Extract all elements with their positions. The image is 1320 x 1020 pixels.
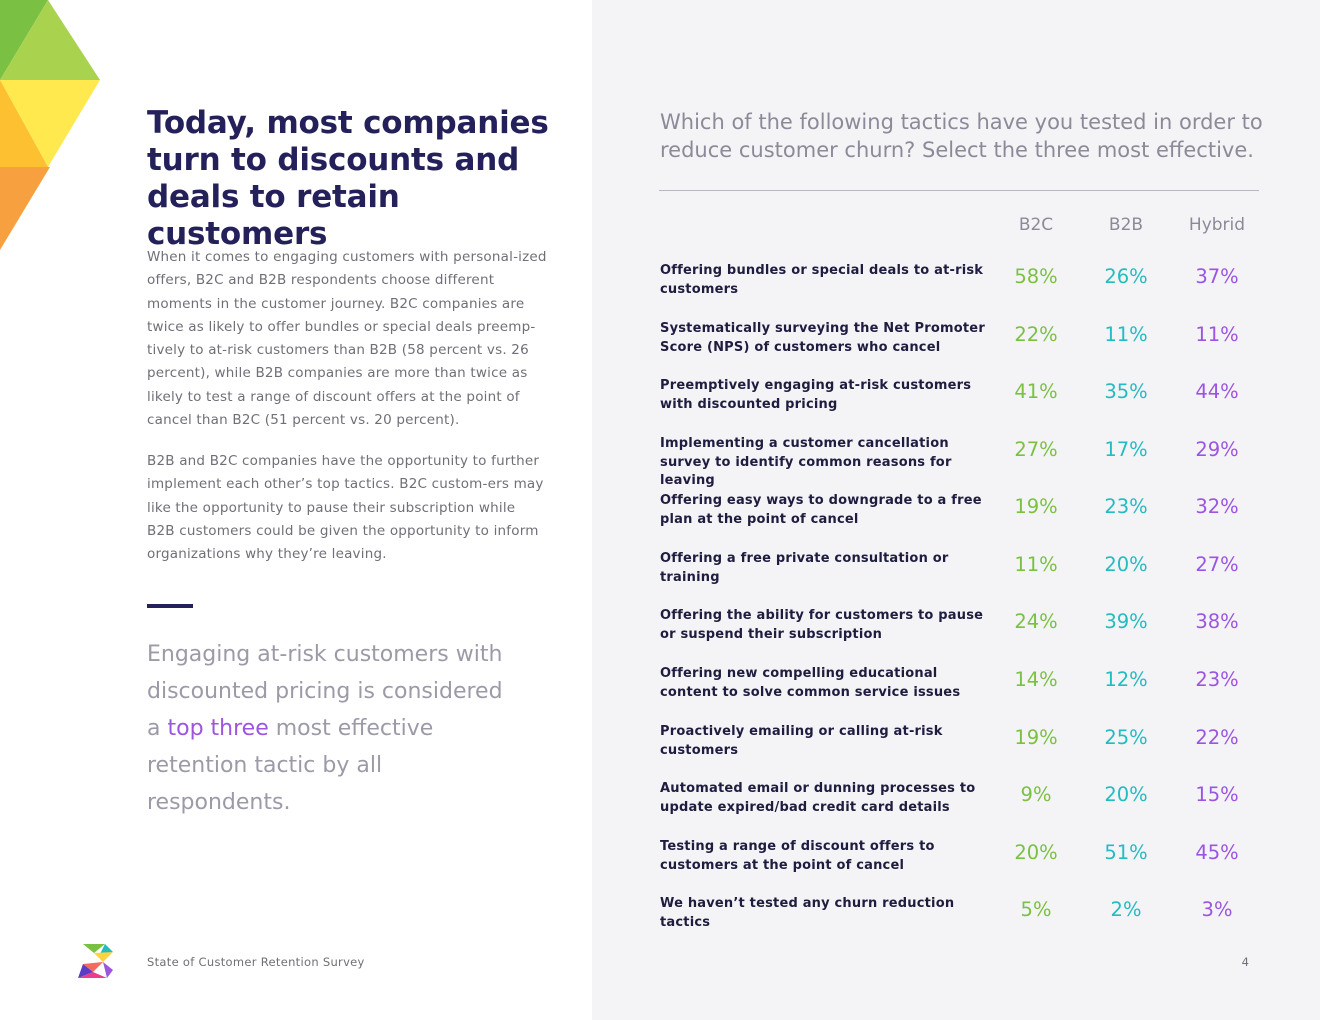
- decorative-triangles-graphic: [0, 0, 100, 250]
- table-row: Offering bundles or special deals to at-…: [660, 262, 1270, 302]
- tactic-label: Offering new compelling educational cont…: [660, 666, 961, 700]
- b2b-value: 20%: [1104, 553, 1148, 576]
- b2c-value: 58%: [1014, 265, 1058, 288]
- b2c-value: 20%: [1014, 841, 1058, 864]
- b2b-value: 2%: [1110, 898, 1142, 921]
- tactic-label: Implementing a customer cancellation sur…: [660, 436, 952, 488]
- table-row: Preemptively engaging at-risk customers …: [660, 377, 1270, 417]
- survey-question: Which of the following tactics have you …: [660, 110, 1263, 162]
- hybrid-value: 44%: [1195, 380, 1239, 403]
- b2c-value: 14%: [1014, 668, 1058, 691]
- b2b-value: 26%: [1104, 265, 1148, 288]
- body-paragraph-1: When it comes to engaging customers with…: [147, 249, 547, 429]
- b2c-value: 27%: [1014, 438, 1058, 461]
- hybrid-value: 29%: [1195, 438, 1239, 461]
- tactic-label: Offering a free private consultation or …: [660, 551, 949, 585]
- body-paragraph-2: B2B and B2C companies have the opportuni…: [147, 453, 544, 563]
- b2b-value: 23%: [1104, 495, 1148, 518]
- hybrid-value: 15%: [1195, 783, 1239, 806]
- b2b-value: 51%: [1104, 841, 1148, 864]
- column-header-b2c: B2C: [1018, 215, 1054, 235]
- question-rule: [659, 190, 1259, 191]
- footer-title: State of Customer Retention Survey: [147, 955, 365, 969]
- b2b-value: 20%: [1104, 783, 1148, 806]
- pull-quote-highlight: top three: [167, 716, 269, 741]
- table-row: Proactively emailing or calling at-risk …: [660, 723, 1270, 763]
- b2c-value: 19%: [1014, 726, 1058, 749]
- b2b-value: 11%: [1104, 323, 1148, 346]
- b2b-value: 39%: [1104, 610, 1148, 633]
- table-row: We haven’t tested any churn reduction ta…: [660, 895, 1270, 935]
- section-divider: [147, 604, 193, 608]
- table-row: Offering new compelling educational cont…: [660, 665, 1270, 705]
- right-panel: [592, 0, 1320, 1020]
- b2c-value: 22%: [1014, 323, 1058, 346]
- hybrid-value: 23%: [1195, 668, 1239, 691]
- hybrid-value: 11%: [1195, 323, 1239, 346]
- table-row: Offering the ability for customers to pa…: [660, 607, 1270, 647]
- b2c-value: 24%: [1014, 610, 1058, 633]
- b2c-value: 41%: [1014, 380, 1058, 403]
- table-row: Offering easy ways to downgrade to a fre…: [660, 492, 1270, 532]
- hybrid-value: 3%: [1201, 898, 1233, 921]
- tactic-label: Offering easy ways to downgrade to a fre…: [660, 493, 982, 527]
- brand-logo-icon: [78, 944, 113, 978]
- b2c-value: 11%: [1014, 553, 1058, 576]
- hybrid-value: 37%: [1195, 265, 1239, 288]
- pull-quote-text-before: Engaging at-risk customers with discount…: [147, 642, 503, 741]
- b2b-value: 12%: [1104, 668, 1148, 691]
- b2c-value: 9%: [1020, 783, 1052, 806]
- tactic-label: Proactively emailing or calling at-risk …: [660, 724, 943, 758]
- hybrid-value: 38%: [1195, 610, 1239, 633]
- column-header-b2b: B2B: [1108, 215, 1144, 235]
- table-row: Offering a free private consultation or …: [660, 550, 1270, 590]
- pull-quote-text-after: most effective retention tactic by all r…: [147, 716, 434, 815]
- tactic-label: Preemptively engaging at-risk customers …: [660, 378, 972, 412]
- b2c-value: 5%: [1020, 898, 1052, 921]
- tactic-label: Testing a range of discount offers to cu…: [660, 839, 935, 873]
- column-header-hybrid: Hybrid: [1188, 215, 1246, 235]
- b2b-value: 25%: [1104, 726, 1148, 749]
- hybrid-value: 45%: [1195, 841, 1239, 864]
- table-row: Testing a range of discount offers to cu…: [660, 838, 1270, 878]
- hybrid-value: 22%: [1195, 726, 1239, 749]
- page-headline: Today, most companies turn to discounts …: [147, 105, 549, 252]
- page-number: 4: [1241, 955, 1249, 969]
- tactic-label: We haven’t tested any churn reduction ta…: [660, 896, 955, 930]
- tactic-label: Offering bundles or special deals to at-…: [660, 263, 984, 297]
- b2b-value: 35%: [1104, 380, 1148, 403]
- table-row: Implementing a customer cancellation sur…: [660, 435, 1270, 488]
- hybrid-value: 27%: [1195, 553, 1239, 576]
- table-row: Systematically surveying the Net Promote…: [660, 320, 1270, 360]
- tactic-label: Systematically surveying the Net Promote…: [660, 321, 985, 355]
- b2c-value: 19%: [1014, 495, 1058, 518]
- hybrid-value: 32%: [1195, 495, 1239, 518]
- tactic-label: Offering the ability for customers to pa…: [660, 608, 984, 642]
- tactic-label: Automated email or dunning processes to …: [660, 781, 976, 815]
- pull-quote: Engaging at-risk customers with discount…: [147, 636, 507, 821]
- table-row: Automated email or dunning processes to …: [660, 780, 1270, 820]
- b2b-value: 17%: [1104, 438, 1148, 461]
